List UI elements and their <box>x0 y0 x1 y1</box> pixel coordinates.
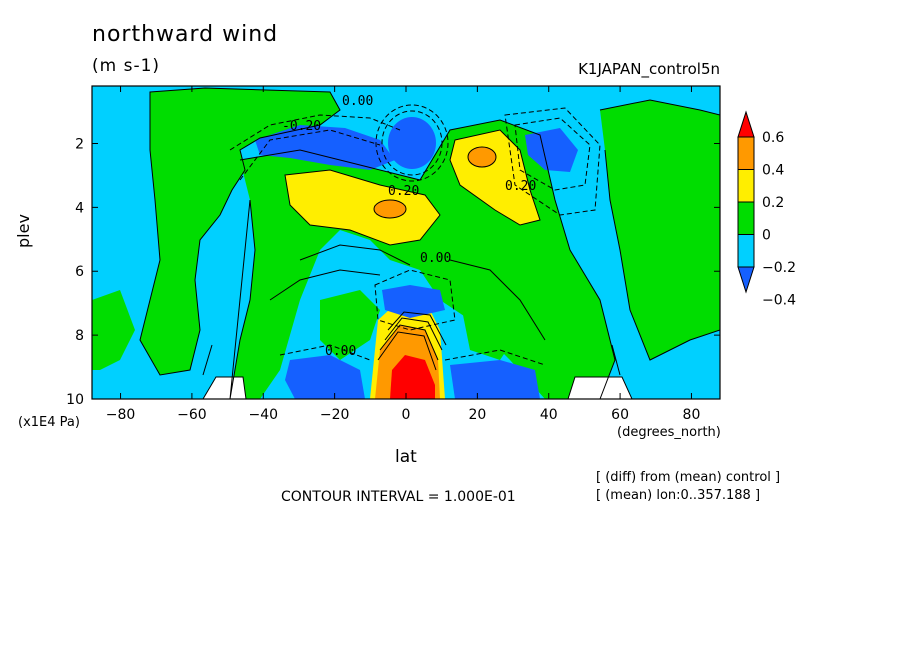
x-tick-label: −40 <box>248 407 278 423</box>
note-mean: [ (mean) lon:0..357.188 ] <box>596 488 761 503</box>
contour-label: 0.00 <box>325 344 356 359</box>
negative-strong-regions <box>255 117 578 399</box>
plot-area <box>92 86 720 399</box>
x-axis: −80 −60 −40 −20 0 20 40 60 80 <box>106 86 701 423</box>
y-tick-label: 4 <box>75 200 84 216</box>
x-tick-label: 60 <box>611 407 629 423</box>
colorbar-swatch <box>737 169 755 203</box>
contour-label: -0.20 <box>282 119 321 134</box>
colorbar-swatch <box>737 201 755 235</box>
contour-label: 0.00 <box>342 94 373 109</box>
colorbar-swatch <box>737 110 755 138</box>
y-tick-label: 8 <box>75 328 84 344</box>
x-axis-label: lat <box>395 447 417 467</box>
colorbar-label: −0.4 <box>762 293 796 309</box>
contour-label: 0.00 <box>420 251 451 266</box>
contour-interval: CONTOUR INTERVAL = 1.000E-01 <box>281 489 516 505</box>
x-tick-label: −60 <box>177 407 207 423</box>
note-diff: [ (diff) from (mean) control ] <box>596 470 781 485</box>
colorbar: 0.6 0.4 0.2 0 −0.2 −0.4 <box>737 110 796 309</box>
contour-lines <box>139 87 720 399</box>
colorbar-label: 0.4 <box>762 163 784 179</box>
y-axis-unit: (x1E4 Pa) <box>18 415 80 430</box>
colorbar-swatch <box>737 266 755 294</box>
x-tick-label: 0 <box>402 407 411 423</box>
colorbar-swatch <box>737 136 755 170</box>
x-tick-label: −80 <box>106 407 136 423</box>
y-axis: 2 4 6 8 10 <box>66 136 720 408</box>
chart-title: northward wind <box>92 22 279 47</box>
y-tick-label: 2 <box>75 136 84 152</box>
contour-label-group: 0.00 -0.20 0.20 0.20 0.00 0.00 <box>282 94 536 359</box>
experiment-label: K1JAPAN_control5n <box>578 60 720 78</box>
x-axis-unit: (degrees_north) <box>617 425 721 440</box>
x-tick-label: 80 <box>683 407 701 423</box>
contour-label: 0.20 <box>388 184 419 199</box>
positive-max-region <box>390 355 435 399</box>
y-tick-label: 10 <box>66 392 84 408</box>
negative-contour-lines <box>229 104 601 366</box>
x-tick-label: 40 <box>540 407 558 423</box>
y-tick-label: 6 <box>75 264 84 280</box>
colorbar-label: 0 <box>762 228 771 244</box>
x-tick-label: −20 <box>320 407 350 423</box>
colorbar-label: 0.2 <box>762 195 784 211</box>
colorbar-label: −0.2 <box>762 260 796 276</box>
chart-units: (m s-1) <box>92 56 161 76</box>
y-axis-label: plev <box>14 214 33 248</box>
x-tick-label: 20 <box>468 407 486 423</box>
masked-regions <box>202 376 633 399</box>
colorbar-label: 0.6 <box>762 130 784 146</box>
contour-label: 0.20 <box>505 179 536 194</box>
colorbar-swatch <box>737 234 755 268</box>
